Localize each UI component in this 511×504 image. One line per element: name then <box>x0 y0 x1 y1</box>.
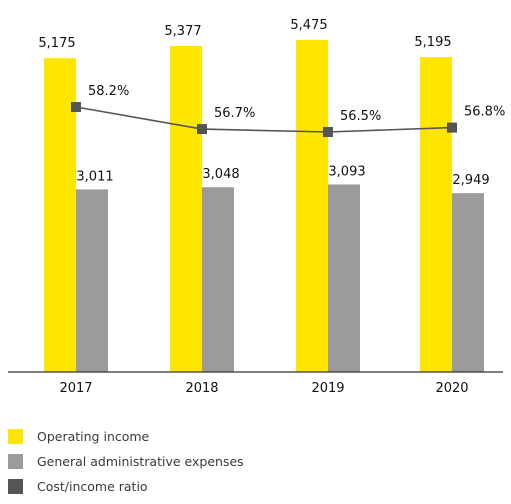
label-admin-expenses-2020: 2,949 <box>452 173 489 188</box>
bar-operating-income-2019 <box>296 40 328 372</box>
legend-item-operating-income: Operating income <box>8 424 503 449</box>
cost-income-ratio-line <box>75 106 453 133</box>
legend-label-cost-income-ratio: Cost/income ratio <box>37 479 148 494</box>
label-cost-income-2019: 56.5% <box>340 109 381 124</box>
label-admin-expenses-2017: 3,011 <box>76 169 113 184</box>
label-cost-income-2017: 58.2% <box>88 84 129 99</box>
point-cost-income-2018 <box>197 124 207 135</box>
label-admin-expenses-2018: 3,048 <box>202 167 239 182</box>
bar-admin-expenses-2020 <box>452 193 484 372</box>
bar-admin-expenses-2017 <box>76 189 108 372</box>
legend-swatch-operating-income <box>8 429 23 444</box>
bar-admin-expenses-2018 <box>202 187 234 372</box>
bar-operating-income-2017 <box>44 58 76 373</box>
legend-label-admin-expenses: General administrative expenses <box>37 454 244 469</box>
point-cost-income-2017 <box>71 102 81 112</box>
x-tick-label-2018: 2018 <box>185 381 218 395</box>
label-admin-expenses-2019: 3,093 <box>328 164 365 179</box>
label-operating-income-2017: 5,175 <box>38 36 75 51</box>
legend-label-operating-income: Operating income <box>37 429 150 444</box>
label-operating-income-2020: 5,195 <box>414 35 451 50</box>
label-cost-income-2018: 56.7% <box>214 106 255 121</box>
legend-swatch-cost-income-ratio <box>8 479 23 494</box>
bar-operating-income-2020 <box>420 56 452 372</box>
label-operating-income-2018: 5,377 <box>164 24 201 39</box>
x-tick-label-2017: 2017 <box>59 381 92 395</box>
bar-operating-income-2018 <box>170 45 202 372</box>
point-cost-income-2019 <box>323 127 333 137</box>
legend-swatch-admin-expenses <box>8 454 23 469</box>
bar-admin-expenses-2019 <box>328 184 360 372</box>
x-tick-label-2019: 2019 <box>311 381 344 395</box>
combo-chart: 5,175 3,011 2017 5,377 3,048 2018 5,475 3,093 20… <box>8 18 505 395</box>
chart-legend: Operating income General administrative … <box>8 424 503 499</box>
point-cost-income-2020 <box>447 122 457 133</box>
legend-item-admin-expenses: General administrative expenses <box>8 449 503 474</box>
x-tick-label-2020: 2020 <box>435 381 468 395</box>
legend-item-cost-income-ratio: Cost/income ratio <box>8 474 503 499</box>
label-operating-income-2019: 5,475 <box>290 18 327 33</box>
label-cost-income-2020: 56.8% <box>464 105 505 120</box>
